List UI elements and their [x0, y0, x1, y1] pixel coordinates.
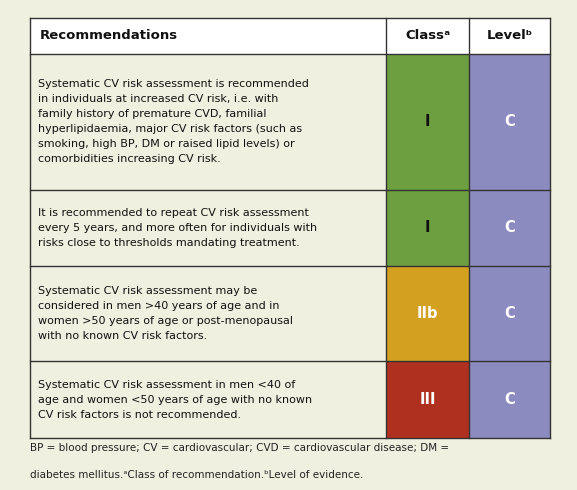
- Bar: [30, 54, 386, 190]
- Text: CV risk factors is not recommended.: CV risk factors is not recommended.: [38, 410, 241, 420]
- Text: hyperlipidaemia, major CV risk factors (such as: hyperlipidaemia, major CV risk factors (…: [38, 124, 302, 134]
- Bar: [30, 266, 386, 362]
- Bar: [386, 266, 470, 362]
- Bar: [30, 190, 386, 266]
- Bar: [470, 266, 550, 362]
- Bar: [30, 18, 550, 54]
- Text: age and women <50 years of age with no known: age and women <50 years of age with no k…: [38, 395, 312, 405]
- Bar: [470, 190, 550, 266]
- Text: Recommendations: Recommendations: [40, 29, 178, 42]
- Bar: [470, 362, 550, 438]
- Bar: [470, 54, 550, 190]
- Text: risks close to thresholds mandating treatment.: risks close to thresholds mandating trea…: [38, 238, 299, 248]
- Text: in individuals at increased CV risk, i.e. with: in individuals at increased CV risk, i.e…: [38, 94, 278, 104]
- Text: C: C: [504, 220, 515, 236]
- Text: C: C: [504, 392, 515, 407]
- Text: It is recommended to repeat CV risk assessment: It is recommended to repeat CV risk asse…: [38, 208, 309, 218]
- Text: family history of premature CVD, familial: family history of premature CVD, familia…: [38, 109, 267, 119]
- Text: smoking, high BP, DM or raised lipid levels) or: smoking, high BP, DM or raised lipid lev…: [38, 139, 295, 149]
- Text: BP = blood pressure; CV = cardiovascular; CVD = cardiovascular disease; DM =: BP = blood pressure; CV = cardiovascular…: [30, 443, 449, 453]
- Text: diabetes mellitus.ᵃClass of recommendation.ᵇLevel of evidence.: diabetes mellitus.ᵃClass of recommendati…: [30, 470, 364, 480]
- Text: Levelᵇ: Levelᵇ: [486, 29, 533, 42]
- Text: C: C: [504, 306, 515, 321]
- Text: IIb: IIb: [417, 306, 439, 321]
- Text: I: I: [425, 220, 430, 236]
- Text: comorbidities increasing CV risk.: comorbidities increasing CV risk.: [38, 154, 221, 164]
- Text: with no known CV risk factors.: with no known CV risk factors.: [38, 331, 207, 342]
- Bar: [30, 362, 386, 438]
- Text: Systematic CV risk assessment in men <40 of: Systematic CV risk assessment in men <40…: [38, 380, 295, 390]
- Text: considered in men >40 years of age and in: considered in men >40 years of age and i…: [38, 301, 279, 311]
- Text: Systematic CV risk assessment is recommended: Systematic CV risk assessment is recomme…: [38, 79, 309, 89]
- Text: women >50 years of age or post-menopausal: women >50 years of age or post-menopausa…: [38, 317, 293, 326]
- Text: III: III: [419, 392, 436, 407]
- Bar: [386, 362, 470, 438]
- Text: C: C: [504, 114, 515, 129]
- Bar: [386, 54, 470, 190]
- Text: every 5 years, and more often for individuals with: every 5 years, and more often for indivi…: [38, 223, 317, 233]
- Text: Systematic CV risk assessment may be: Systematic CV risk assessment may be: [38, 286, 257, 296]
- Bar: [386, 190, 470, 266]
- Text: Classᵃ: Classᵃ: [405, 29, 451, 42]
- Text: I: I: [425, 114, 430, 129]
